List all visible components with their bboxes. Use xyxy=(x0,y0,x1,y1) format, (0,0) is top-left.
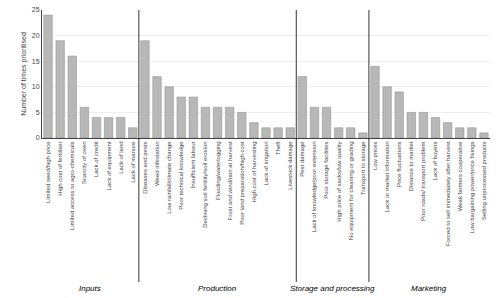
svg-text:15: 15 xyxy=(32,58,40,65)
svg-text:Lack of irrigation: Lack of irrigation xyxy=(263,141,269,185)
svg-text:Lack of buyers: Lack of buyers xyxy=(432,141,438,180)
svg-text:Lack or market information: Lack or market information xyxy=(384,141,390,212)
svg-text:Diseases and pests: Diseases and pests xyxy=(142,141,148,193)
svg-text:No equipment for cleaning or g: No equipment for cleaning or grading xyxy=(348,141,354,240)
svg-text:25: 25 xyxy=(32,6,40,13)
svg-text:Flooding/waterlogging: Flooding/waterlogging xyxy=(215,141,221,200)
svg-text:Number of times prioritised: Number of times prioritised xyxy=(20,32,28,116)
svg-text:Poor roads/ transport problem: Poor roads/ transport problem xyxy=(420,141,426,221)
svg-text:5: 5 xyxy=(36,109,40,116)
svg-text:High price of sacks/low qualit: High price of sacks/low quality xyxy=(336,141,342,221)
svg-text:Price fluctuations: Price fluctuations xyxy=(396,141,402,187)
svg-text:20: 20 xyxy=(32,32,40,39)
svg-text:Marketing: Marketing xyxy=(411,284,447,293)
svg-text:Production: Production xyxy=(198,284,237,293)
svg-text:Low rainfall/climate change: Low rainfall/climate change xyxy=(166,141,172,214)
svg-text:Selling unprocessed products: Selling unprocessed products xyxy=(481,141,487,220)
svg-text:Limited seed/high price: Limited seed/high price xyxy=(45,141,51,203)
svg-text:Forced to sell immediately aft: Forced to sell immediately after harvest xyxy=(445,141,451,246)
svg-text:Lack of credit: Lack of credit xyxy=(93,141,99,177)
svg-text:High cost of harvesting: High cost of harvesting xyxy=(251,141,257,202)
svg-text:Lack of manure: Lack of manure xyxy=(130,141,136,183)
svg-text:Pest damage: Pest damage xyxy=(299,141,305,177)
svg-text:Poor land preparation/high cos: Poor land preparation/high cost xyxy=(239,141,245,225)
svg-text:Inputs: Inputs xyxy=(79,284,101,293)
svg-text:Storage and processing: Storage and processing xyxy=(290,284,375,293)
svg-text:Frost and wind/rain at harvest: Frost and wind/rain at harvest xyxy=(227,141,233,220)
svg-text:Lack of equipment: Lack of equipment xyxy=(106,141,112,190)
svg-text:Weed infestation: Weed infestation xyxy=(154,141,160,186)
svg-text:Low prices: Low prices xyxy=(372,141,378,170)
svg-text:Insufficient labour: Insufficient labour xyxy=(190,141,196,188)
svg-text:High cost of fertiliser: High cost of fertiliser xyxy=(57,141,63,195)
svg-text:Limited access to agro-chemica: Limited access to agro-chemicals xyxy=(69,141,75,230)
svg-text:Poor technical knowledge: Poor technical knowledge xyxy=(178,141,184,210)
svg-text:Distance to market: Distance to market xyxy=(408,141,414,191)
svg-text:Weak farmers cooperative: Weak farmers cooperative xyxy=(457,141,463,212)
svg-text:0: 0 xyxy=(36,134,40,141)
svg-text:Lack of knowledge/poor extensi: Lack of knowledge/poor extension xyxy=(311,141,317,232)
svg-text:Livestock damage: Livestock damage xyxy=(287,141,293,190)
svg-text:Transport to storage: Transport to storage xyxy=(360,141,366,195)
svg-text:Scarcity of oxen: Scarcity of oxen xyxy=(81,141,87,184)
svg-text:10: 10 xyxy=(32,83,40,90)
svg-text:Low bargaining power/price fix: Low bargaining power/price fixings xyxy=(469,141,475,233)
svg-text:Declining soil fertility/soil: Declining soil fertility/soil erosion xyxy=(202,141,208,227)
svg-text:Poor storage facilities: Poor storage facilities xyxy=(323,141,329,198)
svg-text:Theft: Theft xyxy=(275,141,281,155)
svg-text:Lack of land: Lack of land xyxy=(118,141,124,173)
